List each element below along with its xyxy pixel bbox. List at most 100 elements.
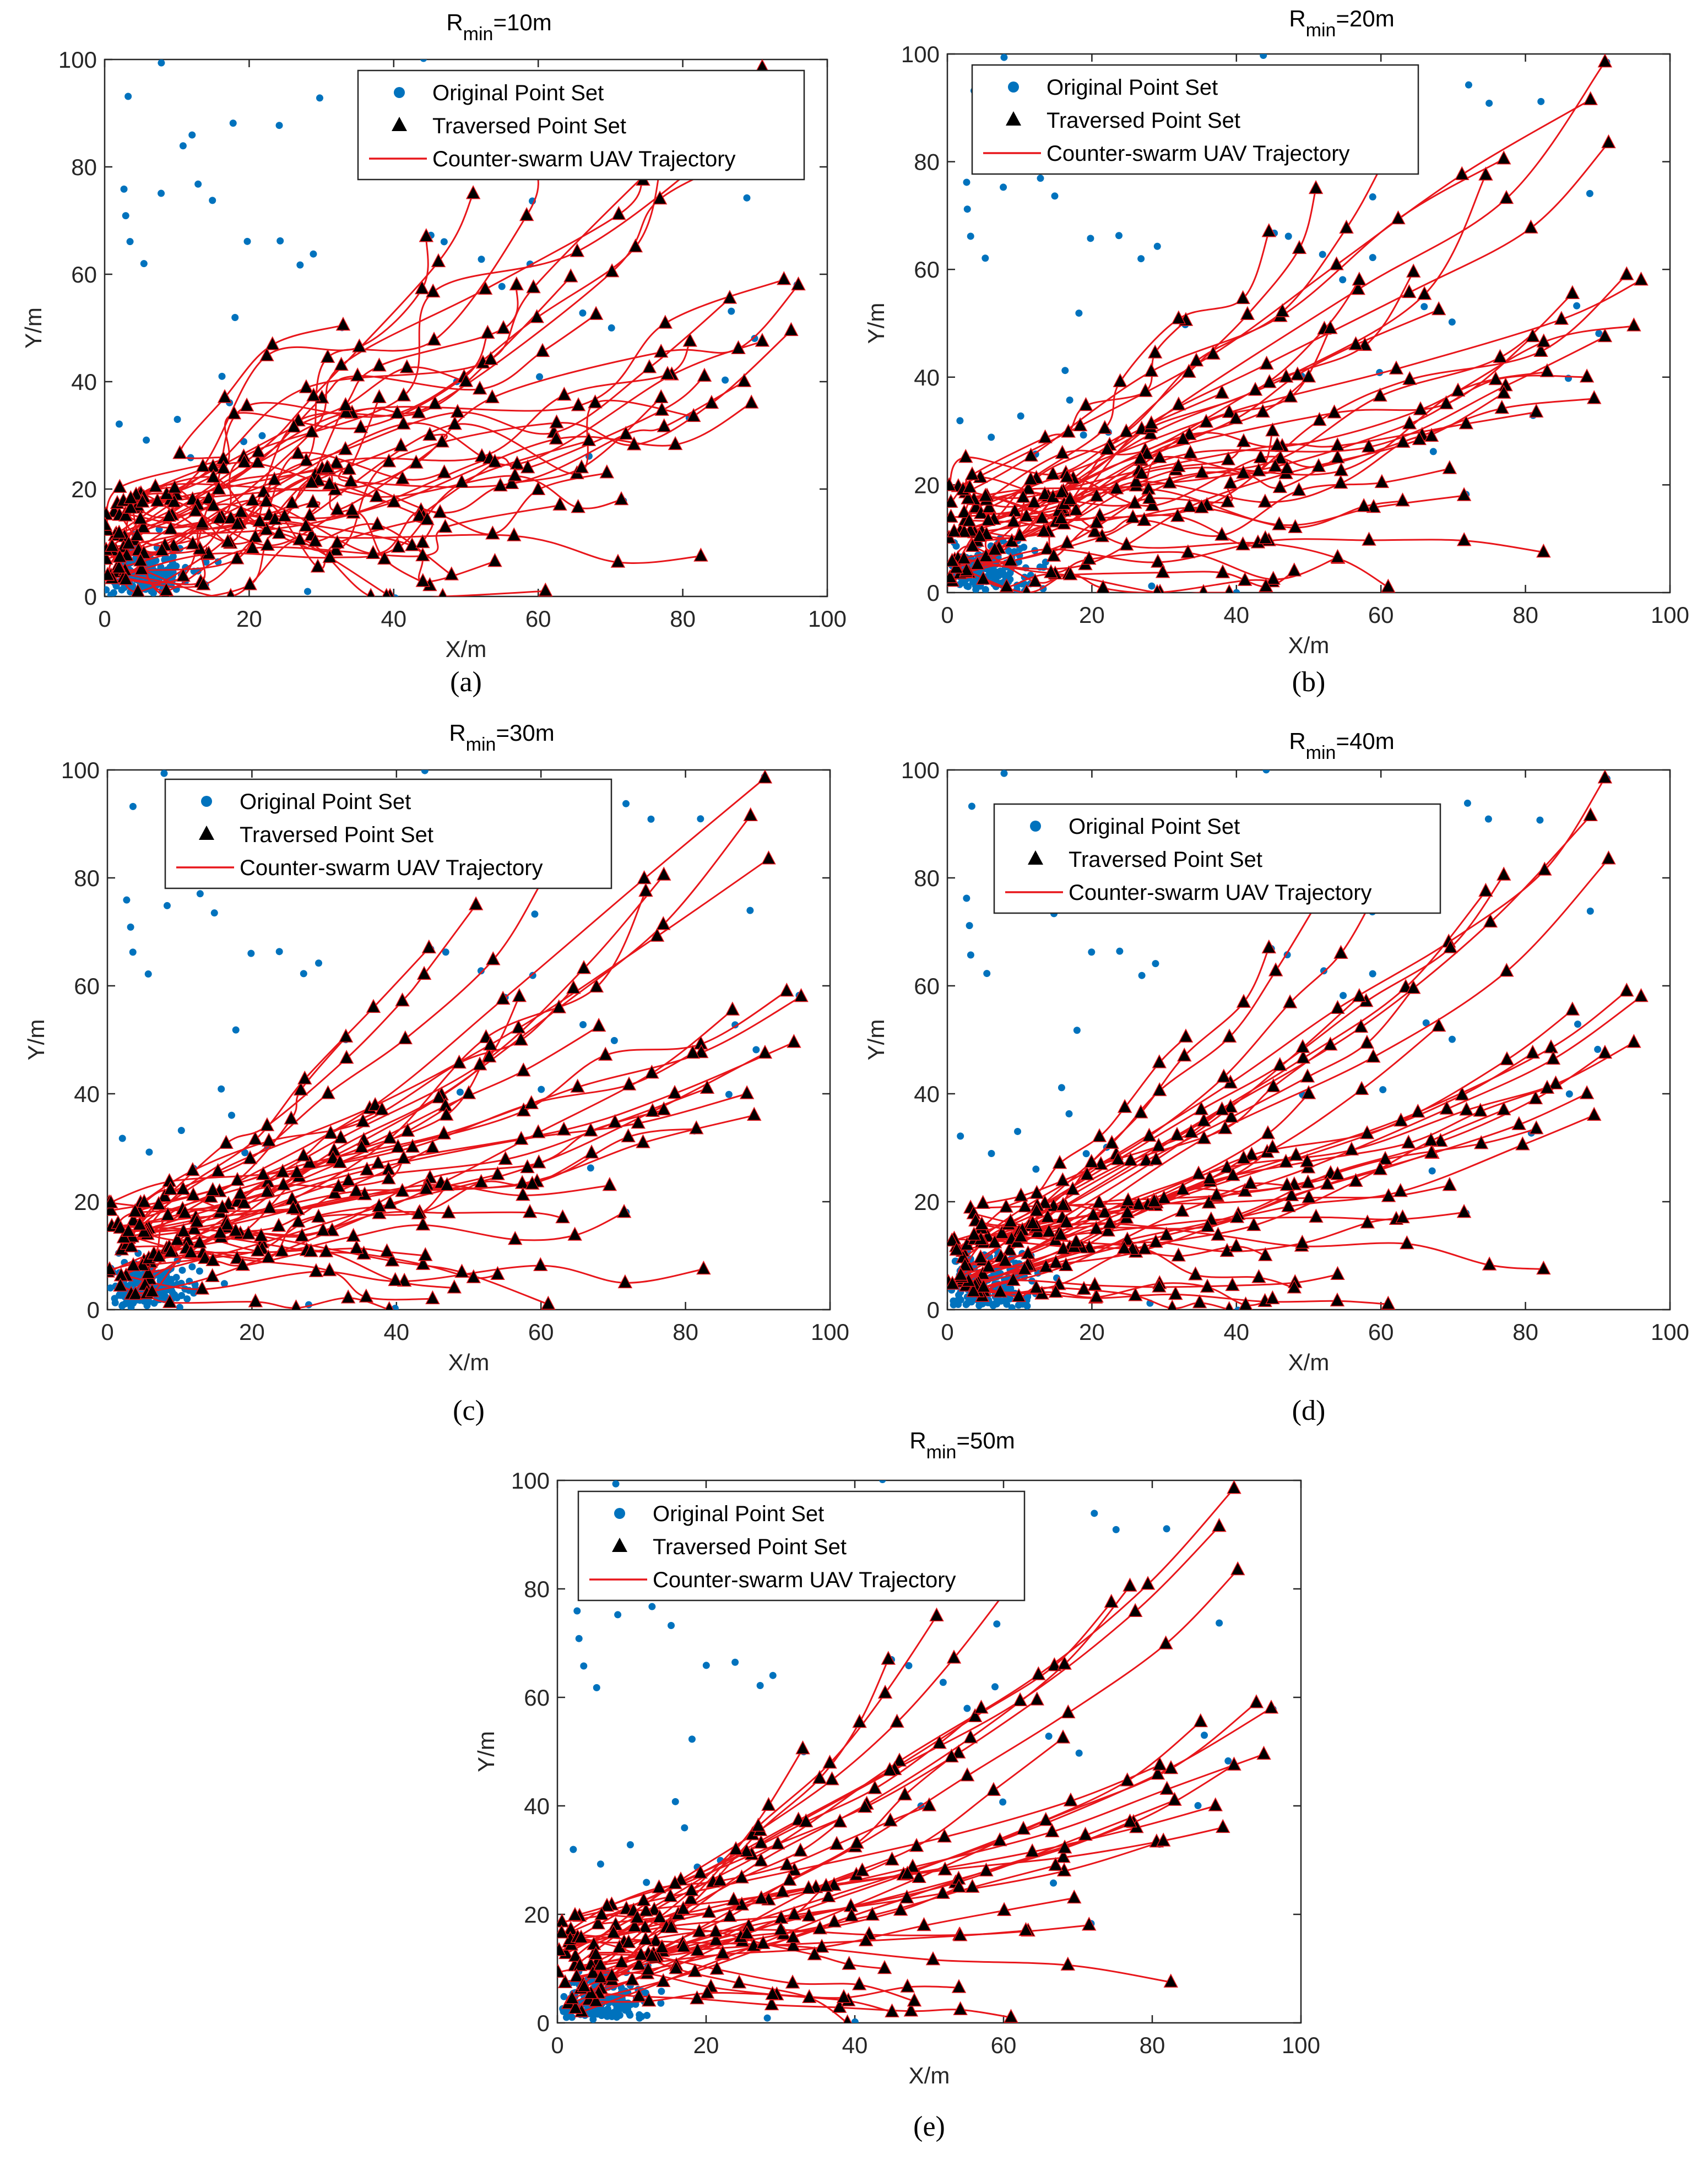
original-point: [1065, 1110, 1073, 1117]
traversed-point: [1084, 1154, 1099, 1168]
traversed-point: [1288, 1147, 1304, 1161]
traversed-point: [656, 916, 671, 930]
traversed-point: [996, 1902, 1012, 1916]
trajectory-line: [571, 1756, 952, 2000]
traversed-point: [614, 491, 629, 506]
traversed-point: [439, 1106, 454, 1121]
traversed-point: [1132, 450, 1148, 465]
traversed-point: [631, 1956, 647, 1971]
traversed-point: [1150, 553, 1165, 568]
original-point: [1000, 571, 1007, 578]
traversed-point: [1196, 1112, 1211, 1127]
original-point: [967, 1298, 975, 1305]
traversed-point: [1183, 444, 1198, 459]
traversed-point: [1159, 1781, 1174, 1795]
trajectory-line: [964, 551, 1338, 580]
original-point: [247, 949, 255, 957]
traversed-point: [486, 951, 501, 965]
traversed-point: [339, 1050, 354, 1064]
traversed-point: [292, 531, 307, 546]
x-tick-label: 60: [528, 1319, 554, 1345]
plot-area: [107, 770, 809, 1310]
traversed-point: [1288, 519, 1303, 533]
traversed-point: [259, 493, 274, 507]
x-tick-label: 20: [1079, 602, 1105, 628]
traversed-point: [743, 807, 758, 822]
traversed-point: [511, 1019, 526, 1034]
original-point: [626, 1841, 634, 1849]
traversed-point: [379, 1243, 394, 1257]
original-point: [1153, 242, 1161, 250]
traversed-point: [1182, 426, 1197, 441]
traversed-point: [1027, 494, 1042, 508]
x-tick-label: 0: [101, 1319, 113, 1345]
traversed-point: [289, 1164, 305, 1178]
traversed-point: [1214, 527, 1229, 541]
traversed-point: [1023, 471, 1038, 485]
traversed-point: [1220, 493, 1235, 508]
original-point: [227, 1111, 235, 1119]
x-tick-label: 80: [673, 1319, 698, 1345]
traversed-point: [1152, 1054, 1167, 1068]
traversed-point: [1301, 368, 1316, 383]
traversed-point: [530, 1124, 546, 1138]
original-point: [966, 922, 973, 930]
traversed-point: [1163, 1760, 1179, 1774]
title-value: =30m: [496, 720, 554, 746]
traversed-point: [504, 475, 519, 489]
traversed-point: [1104, 1135, 1119, 1149]
legend-original-label: Original Point Set: [240, 790, 411, 814]
traversed-point: [415, 573, 430, 587]
traversed-point: [726, 1891, 741, 1906]
traversed-point: [159, 582, 174, 596]
original-point: [982, 254, 989, 262]
traversed-point: [1029, 1691, 1044, 1706]
traversed-point: [329, 454, 344, 469]
chart-title: Rmin=40m: [1289, 728, 1394, 763]
traversed-point: [1528, 1090, 1543, 1105]
traversed-point: [1333, 945, 1348, 959]
traversed-point: [1536, 544, 1551, 558]
traversed-point: [1012, 527, 1027, 541]
traversed-point: [395, 1182, 410, 1197]
traversed-point: [709, 1961, 724, 1975]
original-point: [1536, 816, 1544, 824]
traversed-point: [1236, 1149, 1251, 1164]
traversed-point: [251, 443, 266, 458]
traversed-point: [245, 492, 260, 506]
traversed-point: [614, 1953, 629, 1968]
traversed-point: [472, 381, 487, 395]
traversed-point: [801, 1907, 817, 1922]
original-point: [218, 372, 226, 380]
traversed-point: [818, 1877, 834, 1892]
traversed-point: [1019, 508, 1034, 522]
traversed-point: [529, 309, 544, 323]
traversed-point: [113, 1277, 128, 1292]
legend-traversed-label: Traversed Point Set: [1069, 848, 1262, 872]
traversed-point: [1192, 1294, 1207, 1309]
traversed-point: [126, 1257, 141, 1272]
traversed-point: [297, 1070, 312, 1085]
traversed-point: [686, 408, 701, 422]
traversed-point: [1171, 1247, 1186, 1262]
trajectory-line: [949, 188, 1317, 578]
traversed-point: [296, 1147, 311, 1162]
traversed-point: [1292, 482, 1306, 496]
traversed-point: [538, 582, 553, 596]
traversed-point: [1142, 490, 1157, 504]
legend-original-label: Original Point Set: [653, 1502, 824, 1526]
traversed-point: [585, 1964, 600, 1979]
x-tick-label: 40: [842, 2032, 868, 2058]
original-point: [456, 1088, 464, 1096]
traversed-point: [1123, 1152, 1138, 1166]
traversed-point: [1171, 310, 1186, 324]
traversed-point: [1255, 403, 1270, 418]
traversed-point: [852, 1976, 867, 1990]
original-point: [1003, 1300, 1011, 1308]
traversed-point: [210, 1163, 225, 1177]
original-point: [310, 250, 317, 258]
traversed-point: [885, 2003, 899, 2018]
traversed-point: [636, 1134, 650, 1148]
traversed-point: [474, 1174, 489, 1188]
traversed-point: [1413, 401, 1428, 415]
